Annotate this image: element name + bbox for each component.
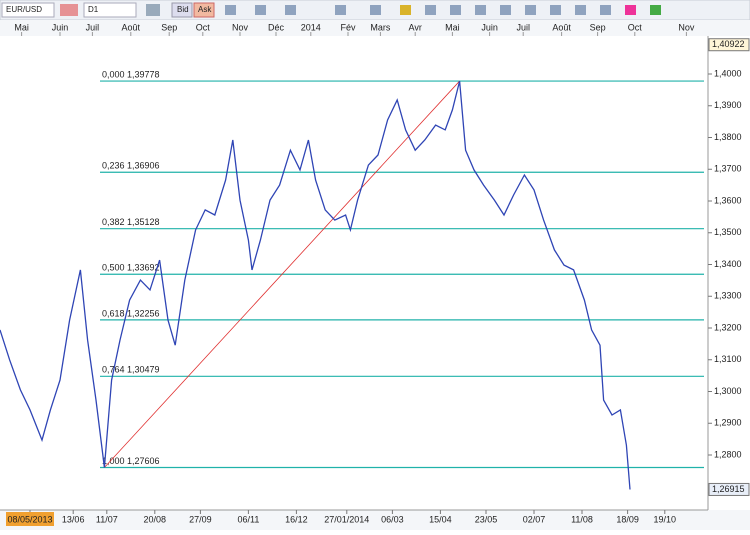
- price-marker: [708, 482, 750, 496]
- price-marker-label: 1,40922: [712, 39, 745, 49]
- symbol: EUR/USD: [6, 5, 42, 14]
- price-line: [0, 80, 631, 490]
- y-tick-label: 1,3200: [714, 322, 742, 332]
- icon[interactable]: [450, 5, 461, 15]
- x-tick-label: 08/05/2013: [7, 514, 52, 524]
- month-label: Nov: [678, 22, 695, 32]
- month-label: Avr: [409, 22, 422, 32]
- y-tick-label: 1,3500: [714, 227, 742, 237]
- icon[interactable]: [575, 5, 586, 15]
- price-marker: [708, 38, 750, 52]
- x-tick-label: 06/11: [237, 514, 259, 524]
- month-band: [0, 20, 750, 36]
- x-tick-highlight: [6, 512, 54, 526]
- bid: Bid: [177, 5, 189, 14]
- month-label: Mai: [14, 22, 29, 32]
- y-tick-label: 1,3300: [714, 291, 742, 301]
- icon[interactable]: [600, 5, 611, 15]
- y-tick-label: 1,2900: [714, 418, 742, 428]
- x-tick-label: 02/07: [523, 514, 546, 524]
- icon[interactable]: [335, 5, 346, 15]
- month-label: Juin: [481, 22, 498, 32]
- bid-button[interactable]: [171, 2, 193, 18]
- ask-button[interactable]: [193, 2, 215, 18]
- icon[interactable]: [225, 5, 236, 15]
- y-tick-label: 1,2800: [714, 449, 742, 459]
- x-tick-label: 11/07: [96, 514, 118, 524]
- ask: Ask: [198, 5, 212, 14]
- month-label: Mars: [370, 22, 390, 32]
- fib-label: 0,618 1,32256: [102, 308, 160, 318]
- y-tick-label: 1,3800: [714, 132, 742, 142]
- timeframe-select[interactable]: [83, 2, 137, 18]
- month-label: Mai: [445, 22, 460, 32]
- icon[interactable]: [500, 5, 511, 15]
- icon[interactable]: [475, 5, 486, 15]
- y-tick-label: 1,3400: [714, 259, 742, 269]
- fib-label: 0,000 1,39778: [102, 69, 160, 79]
- y-tick-label: 1,3700: [714, 164, 742, 174]
- icon[interactable]: [255, 5, 266, 15]
- icon[interactable]: [146, 4, 160, 16]
- icon[interactable]: [60, 4, 78, 16]
- x-tick-label: 16/12: [285, 514, 308, 524]
- month-label: Août: [122, 22, 141, 32]
- fib-label: 0,236 1,36906: [102, 161, 160, 171]
- month-label: Oct: [196, 22, 211, 32]
- month-label: Juil: [516, 22, 530, 32]
- month-label: 2014: [301, 22, 321, 32]
- fib-label: 1,000 1,27606: [102, 456, 160, 466]
- x-tick-label: 20/08: [144, 514, 167, 524]
- icon[interactable]: [370, 5, 381, 15]
- icon[interactable]: [650, 5, 661, 15]
- month-label: Déc: [268, 22, 285, 32]
- month-label: Juin: [52, 22, 69, 32]
- symbol-select[interactable]: [1, 2, 55, 18]
- month-label: Oct: [628, 22, 643, 32]
- month-label: Fév: [340, 22, 356, 32]
- x-tick-label: 06/03: [381, 514, 404, 524]
- x-tick-label: 19/10: [654, 514, 677, 524]
- y-tick-label: 1,4000: [714, 68, 742, 78]
- x-tick-label: 13/06: [62, 514, 85, 524]
- date-band: [0, 510, 750, 530]
- month-label: Juil: [86, 22, 100, 32]
- y-tick-label: 1,3900: [714, 100, 742, 110]
- x-tick-label: 27/09: [189, 514, 212, 524]
- fib-label: 0,500 1,33692: [102, 263, 160, 273]
- fib-trendline: [104, 80, 460, 468]
- icon[interactable]: [525, 5, 536, 15]
- y-tick-label: 1,3600: [714, 195, 742, 205]
- plot-area: [0, 36, 708, 510]
- x-tick-label: 15/04: [429, 514, 452, 524]
- price-marker-label: 1,26915: [712, 484, 745, 494]
- icon[interactable]: [400, 5, 411, 15]
- tool-icons: [225, 5, 661, 15]
- x-tick-label: 11/08: [571, 514, 593, 524]
- x-tick-label: 18/09: [616, 514, 639, 524]
- month-label: Août: [552, 22, 571, 32]
- icon[interactable]: [625, 5, 636, 15]
- fib-label: 0,382 1,35128: [102, 217, 160, 227]
- month-label: Sep: [590, 22, 606, 32]
- toolbar-items: EUR/USD D1 Bid Ask: [1, 2, 661, 18]
- fib-label: 0,764 1,30479: [102, 365, 160, 375]
- y-tick-label: 1,3100: [714, 354, 742, 364]
- month-label: Nov: [232, 22, 249, 32]
- icon[interactable]: [285, 5, 296, 15]
- x-tick-label: 23/05: [475, 514, 498, 524]
- timeframe: D1: [88, 5, 99, 14]
- icon[interactable]: [425, 5, 436, 15]
- y-tick-label: 1,3000: [714, 386, 742, 396]
- icon[interactable]: [550, 5, 561, 15]
- x-tick-label: 27/01/2014: [324, 514, 369, 524]
- month-label: Sep: [161, 22, 177, 32]
